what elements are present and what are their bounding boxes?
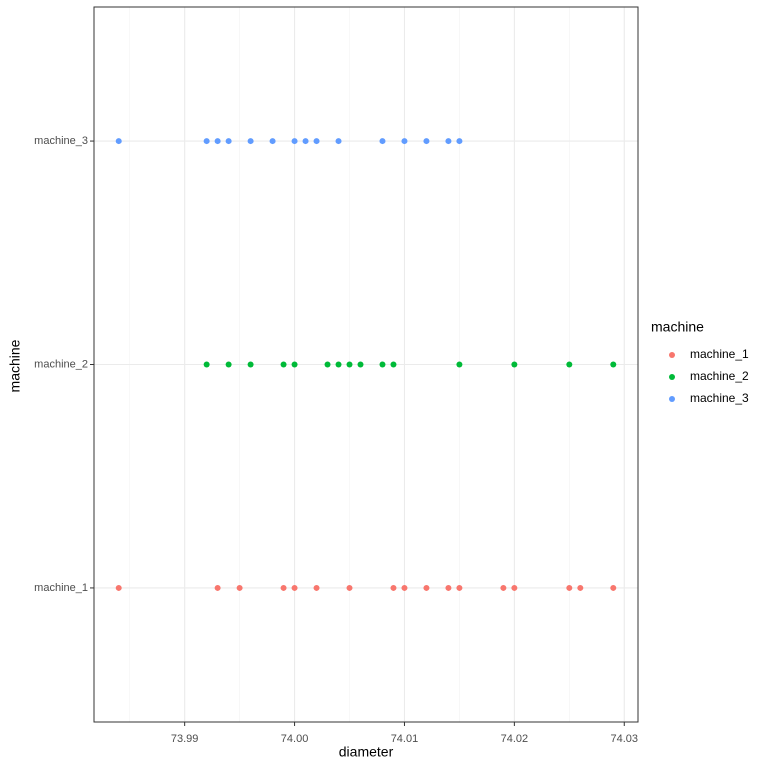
point [456, 584, 463, 591]
panel-border [93, 6, 639, 723]
x-tick-label: 73.99 [171, 733, 199, 745]
point [302, 138, 309, 145]
legend-key [669, 352, 675, 358]
point [324, 361, 331, 368]
point [610, 584, 617, 591]
point [423, 138, 430, 145]
point [423, 584, 430, 591]
point [313, 138, 320, 145]
point [390, 361, 397, 368]
point [456, 138, 463, 145]
point [247, 361, 254, 368]
point [500, 584, 507, 591]
x-tick-label: 74.03 [610, 733, 638, 745]
point [346, 584, 353, 591]
point [269, 138, 276, 145]
point [401, 584, 408, 591]
point [566, 584, 573, 591]
point [214, 584, 221, 591]
point [577, 584, 584, 591]
point [610, 361, 617, 368]
point [379, 138, 386, 145]
legend-label: machine_2 [690, 369, 749, 383]
point [313, 584, 320, 591]
point [203, 138, 210, 145]
point [390, 584, 397, 591]
y-tick-label: machine_3 [34, 135, 88, 147]
y-tick-label: machine_1 [34, 582, 88, 594]
legend-key [669, 396, 675, 402]
point [291, 138, 298, 145]
x-tick-label: 74.01 [391, 733, 419, 745]
point [357, 361, 364, 368]
legend-label: machine_3 [690, 391, 749, 405]
point [225, 361, 232, 368]
point [236, 584, 243, 591]
point [335, 138, 342, 145]
point [203, 361, 210, 368]
point [280, 361, 287, 368]
point [445, 584, 452, 591]
legend-key [669, 374, 675, 380]
point [214, 138, 221, 145]
point [225, 138, 232, 145]
x-tick-label: 74.00 [281, 733, 309, 745]
y-axis-title: machine [7, 339, 23, 392]
point [291, 584, 298, 591]
point [456, 361, 463, 368]
point [115, 138, 122, 145]
legend-title: machine [651, 319, 704, 335]
x-axis-title: diameter [339, 744, 394, 760]
point [280, 584, 287, 591]
point [346, 361, 353, 368]
x-tick-label: 74.02 [501, 733, 529, 745]
point [445, 138, 452, 145]
point [247, 138, 254, 145]
point [379, 361, 386, 368]
point [335, 361, 342, 368]
point [566, 361, 573, 368]
point [511, 584, 518, 591]
point [115, 584, 122, 591]
point [401, 138, 408, 145]
legend-label: machine_1 [690, 347, 749, 361]
point [291, 361, 298, 368]
y-tick-label: machine_2 [34, 358, 88, 370]
point [511, 361, 518, 368]
